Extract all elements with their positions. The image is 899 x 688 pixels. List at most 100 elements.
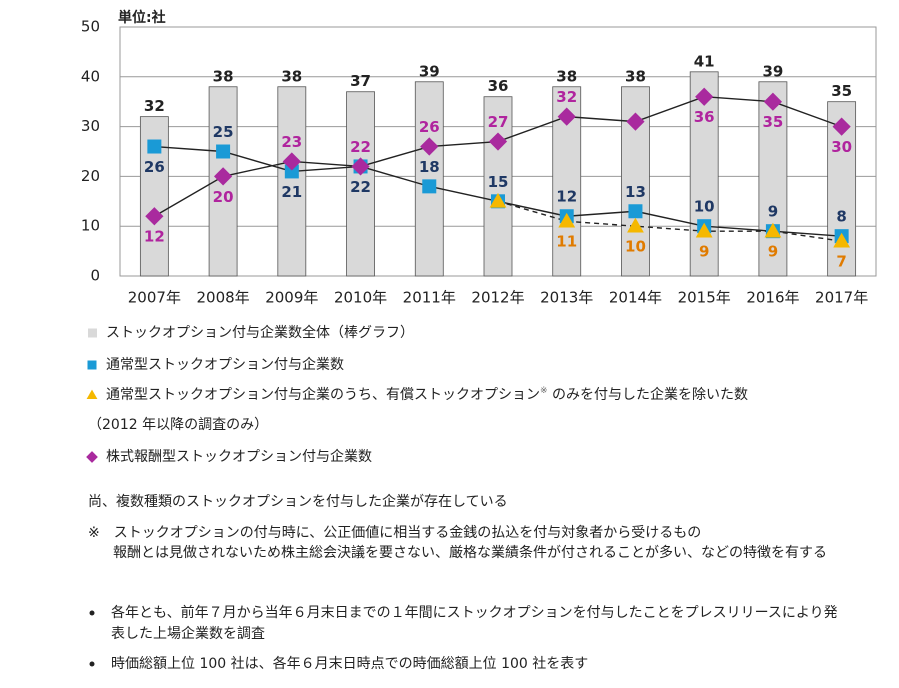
bar-label: 38 — [625, 67, 646, 85]
marker-triangle — [86, 389, 98, 400]
data-label: 22 — [350, 178, 371, 196]
legend-text: 株式報酬型ストックオプション付与企業数 — [106, 448, 372, 465]
bar-label: 39 — [419, 62, 440, 80]
data-label: 20 — [213, 188, 234, 206]
marker-diamond — [145, 207, 164, 226]
y-tick-label: 20 — [81, 167, 100, 185]
bar-label: 41 — [694, 52, 715, 70]
marker-square — [87, 360, 97, 370]
marker-diamond — [86, 451, 98, 463]
y-tick-label: 0 — [90, 267, 100, 285]
marker-triangle — [764, 222, 782, 238]
bullet-dot — [89, 661, 95, 667]
x-tick-label: 2008年 — [196, 289, 249, 307]
bar — [689, 71, 719, 277]
data-label: 26 — [419, 118, 440, 136]
y-tick-label: 40 — [81, 67, 100, 85]
bar-label: 35 — [831, 82, 852, 100]
data-label: 26 — [144, 158, 165, 176]
data-label: 9 — [768, 243, 778, 261]
bar-label: 38 — [213, 67, 234, 85]
marker-diamond — [282, 152, 301, 171]
bar-label: 36 — [488, 77, 509, 95]
bar — [277, 86, 307, 277]
marker-triangle — [558, 212, 576, 228]
data-label: 9 — [699, 243, 709, 261]
data-label: 12 — [144, 228, 165, 246]
data-label: 23 — [281, 133, 302, 151]
legend-label-line2: （2012 年以降の調査のみ） — [88, 417, 268, 433]
bar — [346, 91, 375, 277]
x-tick-label: 2015年 — [678, 289, 731, 307]
marker-diamond — [420, 137, 439, 156]
data-label: 35 — [762, 113, 783, 131]
legend-label: 株式報酬型ストックオプション付与企業数 — [106, 448, 372, 465]
legend-text: ストックオプション付与企業数全体（棒グラフ） — [106, 324, 414, 341]
data-label: 8 — [836, 208, 846, 226]
marker-square — [216, 144, 231, 159]
data-label: 25 — [213, 123, 234, 141]
marker-square — [284, 164, 299, 179]
note: ※ ストックオプションの付与時に、公正価値に相当する金銭の払込を付与対象者から受… — [88, 525, 701, 541]
legend-text-rest: のみを付与した企業を除いた数 — [548, 386, 748, 403]
legend-label: 通常型ストックオプション付与企業数 — [106, 356, 344, 373]
x-tick-label: 2016年 — [746, 289, 799, 307]
data-label: 18 — [419, 158, 440, 176]
marker-diamond — [763, 92, 783, 111]
bar-label: 38 — [281, 67, 302, 85]
marker-diamond — [213, 167, 233, 186]
data-label: 21 — [281, 183, 302, 201]
marker-square — [422, 179, 437, 194]
x-tick-label: 2017年 — [815, 289, 868, 307]
bullet-text: 表した上場企業数を調査 — [111, 625, 265, 642]
marker-triangle — [695, 222, 713, 238]
x-tick-label: 2009年 — [265, 289, 318, 307]
legend-text: 通常型ストックオプション付与企業数 — [106, 356, 344, 373]
data-label: 10 — [694, 198, 715, 216]
legend-swatch — [88, 328, 97, 338]
data-label: 13 — [625, 183, 646, 201]
bar — [758, 81, 788, 277]
data-label: 30 — [831, 138, 852, 156]
x-tick-label: 2010年 — [334, 289, 387, 307]
marker-diamond — [695, 87, 714, 106]
marker-triangle — [627, 217, 644, 233]
y-tick-label: 10 — [81, 217, 100, 235]
note: 尚、複数種類のストックオプションを付与した企業が存在している — [88, 493, 508, 510]
marker-diamond — [832, 117, 851, 136]
series-line — [497, 200, 842, 242]
bar-label: 39 — [762, 62, 783, 80]
legend-sup: ※ — [540, 386, 548, 396]
marker-square — [147, 139, 162, 154]
marker-diamond — [557, 107, 576, 126]
data-label: 12 — [556, 188, 577, 206]
marker-diamond — [351, 157, 370, 176]
x-tick-label: 2007年 — [128, 289, 181, 307]
x-tick-label: 2011年 — [403, 289, 456, 307]
bullet-dot — [89, 610, 95, 616]
data-label: 36 — [694, 108, 715, 126]
marker-diamond — [488, 132, 508, 151]
x-tick-label: 2012年 — [471, 289, 524, 307]
bar-label: 37 — [350, 72, 371, 90]
data-label: 7 — [836, 253, 846, 271]
data-label: 22 — [350, 138, 371, 156]
bar-label: 32 — [144, 97, 165, 115]
marker-triangle — [833, 232, 851, 248]
marker-triangle — [489, 192, 507, 208]
y-tick-label: 30 — [81, 117, 100, 135]
data-label: 15 — [488, 173, 509, 191]
bullet-text: 各年とも、前年７月から当年６月末日までの１年間にストックオプションを付与したこと… — [111, 604, 838, 621]
bullet-text: 時価総額上位 100 社は、各年６月末日時点での時価総額上位 100 社を表す — [111, 656, 588, 672]
data-label: 11 — [556, 233, 577, 251]
bar — [414, 81, 444, 277]
legend-text: 通常型ストックオプション付与企業のうち、有償ストックオプション — [106, 386, 540, 403]
note: 報酬とは見做されないため株主総会決議を要さない、厳格な業績条件が付されることが多… — [113, 544, 827, 561]
bar — [483, 96, 513, 277]
marker-square — [628, 204, 643, 219]
unit-label: 単位:社 — [118, 9, 166, 26]
y-tick-label: 50 — [81, 18, 100, 36]
x-tick-label: 2014年 — [609, 289, 662, 307]
